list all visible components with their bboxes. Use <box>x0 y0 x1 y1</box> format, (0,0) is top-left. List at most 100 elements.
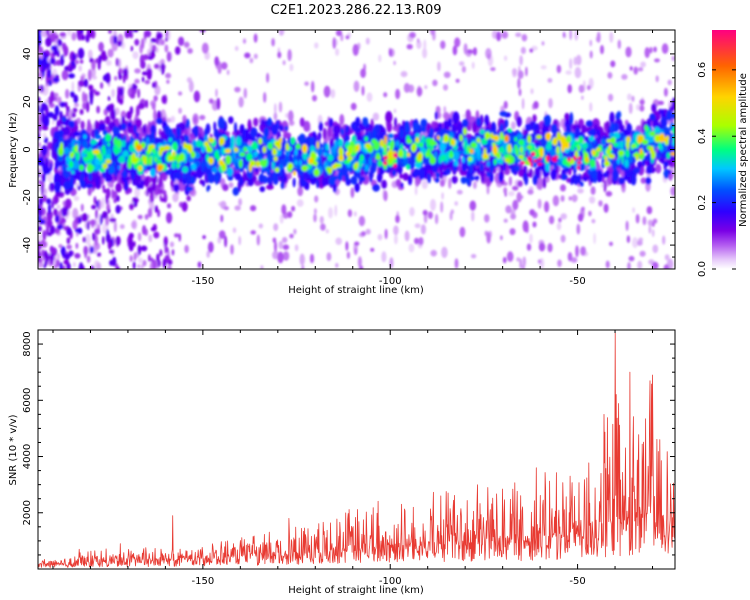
spectrogram-cell <box>430 30 436 36</box>
spectrogram-cell <box>387 133 394 139</box>
spectrogram-cell <box>414 186 418 196</box>
spectrogram-cell <box>282 237 288 243</box>
spectrogram-cell <box>354 241 360 246</box>
spectrogram-cell <box>128 239 134 252</box>
spectrogram-cell <box>331 164 337 170</box>
spectrogram-cell <box>529 162 533 167</box>
spectrogram-cell <box>124 179 129 192</box>
spectrogram-cell <box>335 30 343 37</box>
spectrogram-cell <box>263 127 270 139</box>
spectrogram-cell <box>503 55 508 61</box>
spectrogram-cell <box>610 60 616 68</box>
y-tick-label: 8000 <box>22 331 33 356</box>
spectrogram-cell <box>626 235 631 243</box>
spectrogram-cell <box>429 127 435 138</box>
spectrogram-cell <box>629 139 635 145</box>
spectrogram-cell <box>159 249 163 257</box>
spectrogram-cell <box>53 208 58 216</box>
spectrogram-cell <box>576 144 581 151</box>
spectrogram-cell <box>200 162 207 168</box>
spectrogram-cell <box>56 259 60 267</box>
spectrogram-cell <box>458 141 463 148</box>
spectrogram-cell <box>183 141 187 148</box>
spectrogram-cell <box>294 160 298 166</box>
spectrogram-cell <box>293 228 297 235</box>
spectrogram-cell <box>150 227 156 232</box>
spectrogram-cell <box>173 233 180 238</box>
spectrogram-cell <box>630 143 637 149</box>
spectrogram-cell <box>608 153 615 159</box>
spectrogram-cell <box>77 185 81 191</box>
spectrogram-cell <box>157 209 161 218</box>
spectrogram-cell <box>591 149 596 156</box>
spectrogram-cell <box>522 151 526 156</box>
spectrogram-cell <box>651 229 655 238</box>
spectrogram-cell <box>661 43 669 54</box>
spectrogram-cell <box>99 215 103 226</box>
spectrogram-cell <box>334 140 338 150</box>
spectrogram-cell <box>117 92 121 104</box>
spectrogram-cell <box>516 116 522 128</box>
spectrogram-cell <box>357 256 362 268</box>
spectrogram-cell <box>178 138 181 147</box>
spectrogram-cell <box>74 102 79 108</box>
spectrogram-cell <box>214 174 219 186</box>
spectrogram-cell <box>95 176 99 188</box>
spectrogram-cell <box>486 171 491 178</box>
spectrogram-cell <box>479 162 484 172</box>
spectrogram-cell <box>379 139 384 148</box>
spectrogram-cell <box>138 102 145 110</box>
spectrogram-cell <box>222 183 229 192</box>
spectrogram-cell <box>657 143 662 150</box>
spectrogram-cell <box>287 211 293 219</box>
spectrogram-cell <box>76 30 81 38</box>
spectrogram-cell <box>577 156 582 161</box>
spectrogram-cell <box>314 208 317 215</box>
spectrogram-cell <box>38 215 42 223</box>
spectrogram-cell <box>244 52 251 59</box>
spectrogram-cell <box>506 251 514 262</box>
spectrogram-cell <box>71 81 75 93</box>
spectrogram-cell <box>535 134 543 140</box>
spectrogram-cell <box>51 201 54 209</box>
spectrogram-cell <box>202 180 206 187</box>
spectrogram-cell <box>625 220 629 231</box>
spectrogram-cell <box>56 253 61 260</box>
spectrogram-cell <box>225 155 232 165</box>
spectrogram-cell <box>469 200 477 211</box>
spectrogram-cell <box>510 164 516 174</box>
spectrogram-cell <box>56 119 62 128</box>
spectrogram-cell <box>130 172 135 181</box>
spectrogram-cell <box>81 213 89 222</box>
spectrogram-cell <box>503 187 508 194</box>
spectrogram-cell <box>564 141 570 149</box>
spectrogram-cell <box>355 161 359 168</box>
spectrogram-cell <box>134 38 140 46</box>
spectrogram-cell <box>162 258 167 269</box>
spectrogram-cell <box>143 156 147 166</box>
spectrogram-cell <box>50 31 56 43</box>
spectrogram-cell <box>43 115 50 128</box>
x-tick-label: -150 <box>192 276 215 287</box>
spectrogram-cell <box>644 47 650 59</box>
spectrogram-cell <box>574 66 582 79</box>
spectrogram-cell <box>299 117 305 127</box>
spectrogram-cell <box>202 235 206 240</box>
spectrogram-cell <box>517 134 523 138</box>
spectrogram-cell <box>59 101 66 108</box>
spectrogram-cell <box>165 30 169 39</box>
spectrogram-cell <box>113 197 117 204</box>
spectrogram-cell <box>361 85 365 96</box>
spectrogram-cell <box>71 170 75 175</box>
spectrogram-cell <box>416 152 423 162</box>
spectrogram-cell <box>366 92 373 102</box>
spectrogram-cell <box>80 30 84 35</box>
spectrogram-cell <box>292 155 298 161</box>
spectrogram-cell <box>332 37 337 49</box>
spectrogram-cell <box>643 155 649 161</box>
spectrogram-cell <box>484 230 488 236</box>
spectrogram-cell <box>290 137 296 145</box>
spectrogram-cell <box>600 183 605 188</box>
spectrogram-cell <box>73 94 79 104</box>
spectrogram-cell <box>137 244 142 256</box>
